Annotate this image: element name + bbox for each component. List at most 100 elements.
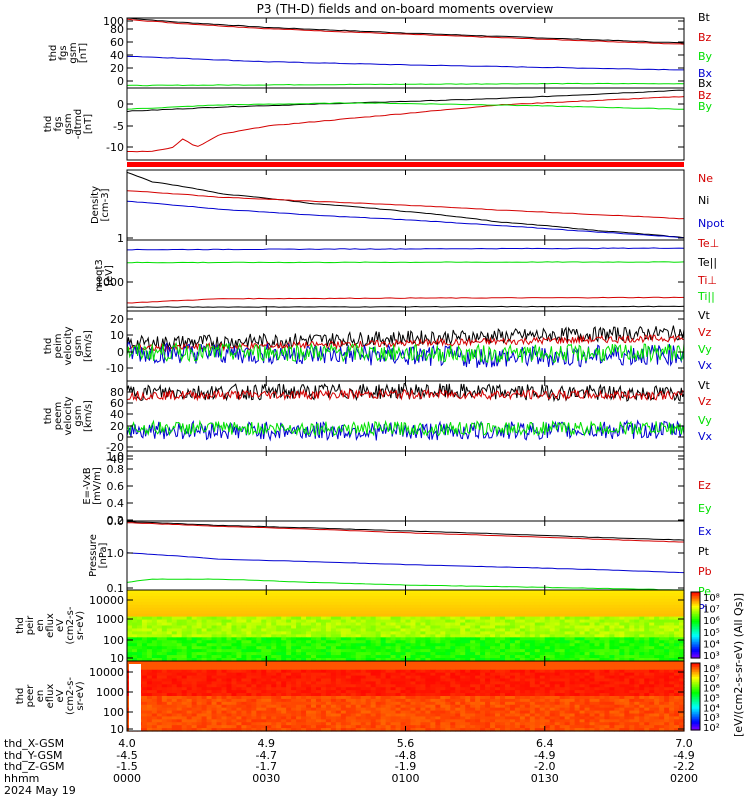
heatmap-cell [440,634,446,638]
heatmap-cell [246,669,252,674]
heatmap-cell [495,640,501,644]
heatmap-cell [181,666,188,671]
heatmap-cell [634,598,640,603]
heatmap-cell [420,684,426,688]
heatmap-cell [216,696,223,700]
heatmap-cell [141,672,148,677]
heatmap-cell [415,643,422,647]
heatmap-cell [216,631,223,635]
heatmap-cell [301,613,307,618]
heatmap-cell [405,672,412,677]
heatmap-cell [136,658,143,662]
heatmap-cell [251,681,257,685]
heatmap-cell [519,634,526,638]
heatmap-cell [345,661,352,665]
heatmap-cell [440,687,446,691]
heatmap-cell [350,640,357,644]
heatmap-cell [271,704,277,709]
heatmap-cell [330,704,337,709]
heatmap-cell [315,604,322,609]
heatmap-cell [604,613,611,618]
heatmap-cell [251,678,257,683]
heatmap-cell [315,637,322,641]
heatmap-cell [340,601,347,606]
heatmap-cell [674,592,680,597]
heatmap-cell [241,613,247,618]
heatmap-cell [465,590,471,594]
heatmap-cell [236,681,242,685]
heatmap-cell [231,634,238,638]
heatmap-cell [335,592,342,597]
heatmap-cell [151,601,158,606]
heatmap-cell [330,616,337,621]
heatmap-cell [455,672,461,677]
heatmap-cell [514,687,521,691]
heatmap-cell [276,681,282,685]
heatmap-cell [509,622,516,627]
heatmap-cell [365,669,372,674]
heatmap-cell [504,707,511,712]
heatmap-cell [206,687,213,691]
heatmap-cell [594,710,601,715]
heatmap-cell [559,628,566,633]
heatmap-cell [450,710,456,715]
heatmap-cell [345,604,352,609]
heatmap-cell [400,666,407,671]
heatmap-cell [614,661,620,665]
heatmap-cell [335,604,342,609]
heatmap-cell [415,649,422,653]
heatmap-cell [340,634,347,638]
heatmap-cell [191,598,198,603]
series-line-bz [127,96,685,153]
heatmap-cell [151,592,158,597]
heatmap-cell [425,690,431,694]
heatmap-cell [330,701,337,706]
heatmap-cell [455,681,461,685]
heatmap-cell [241,590,247,594]
heatmap-cell [579,666,586,671]
y-axis-label: Density[cm-3] [90,186,111,224]
heatmap-cell [669,687,675,691]
heatmap-cell [301,707,307,712]
heatmap-cell [624,698,630,703]
heatmap-cell [226,687,233,691]
heatmap-cell [196,666,203,671]
heatmap-cell [420,687,426,691]
heatmap-cell [141,634,148,638]
heatmap-cell [614,637,620,641]
heatmap-cell [559,613,566,618]
legend-label: Ex [698,525,712,538]
heatmap-cell [594,604,601,609]
heatmap-cell [544,649,551,653]
heatmap-cell [664,619,670,624]
heatmap-cell [171,693,178,697]
heatmap-cell [554,601,561,606]
heatmap-cell [136,652,143,656]
heatmap-cell [455,637,461,641]
heatmap-cell [544,619,551,624]
heatmap-cell [256,631,262,635]
heatmap-cell [296,675,302,680]
heatmap-cell [370,628,377,633]
heatmap-cell [181,628,188,633]
heatmap-cell [609,598,615,603]
heatmap-cell [549,693,556,697]
heatmap-cell [186,622,193,627]
legend-label: By [698,50,713,63]
heatmap-cell [470,704,476,709]
heatmap-cell [634,710,640,715]
heatmap-cell [395,663,402,668]
heatmap-cell [599,669,606,674]
heatmap-cell [634,616,640,621]
heatmap-cell [161,698,168,703]
heatmap-cell [360,625,367,630]
heatmap-cell [320,658,327,662]
heatmap-cell [554,698,561,703]
heatmap-cell [176,590,183,594]
heatmap-cell [674,646,680,650]
heatmap-cell [619,701,625,706]
heatmap-cell [306,684,312,688]
heatmap-cell [604,681,611,685]
heatmap-cell [470,619,476,624]
heatmap-cell [236,610,242,615]
